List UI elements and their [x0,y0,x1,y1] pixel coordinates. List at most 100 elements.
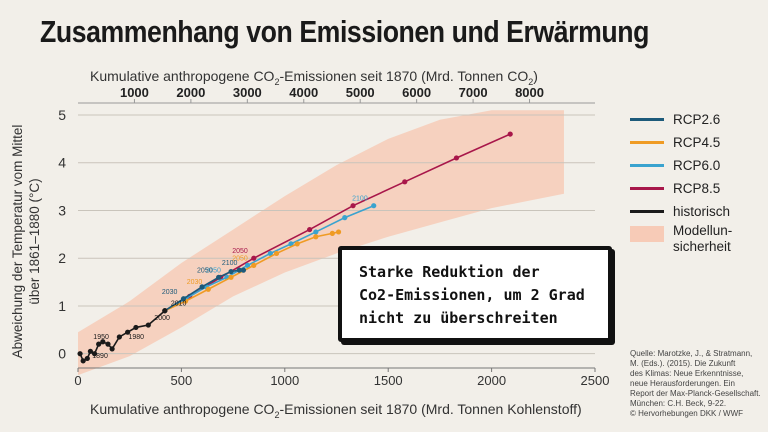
series-point-rcp45 [335,229,342,235]
y-axis-label-line: über 1861–1880 (°C) [27,178,42,304]
x-tick-label: 2000 [477,373,506,388]
series-point-historisch [100,339,106,345]
legend-label-rcp60: RCP6.0 [673,158,721,173]
legend-item-rcp45: RCP4.5 [630,131,763,154]
series-point-rcp45 [294,241,300,247]
callout-line-1: Starke Reduktion der [359,263,540,281]
page-title: Zusammenhang von Emissionen und Erwärmun… [40,14,649,49]
x2-tick-label: 6000 [402,85,431,100]
x2-tick-label: 8000 [515,85,544,100]
series-point-historisch [116,334,122,340]
y-tick-label: 5 [58,107,66,123]
uncertainty-band-layer [78,110,564,376]
x-tick-label: 0 [74,373,81,388]
series-point-rcp85 [402,179,408,185]
source-line-1: Quelle: Marotzke, J., & Stratmann, [630,349,753,358]
series-point-rcp85 [350,203,356,209]
year-label-rcp60: 2050 [205,267,221,274]
uncertainty-band [78,110,564,376]
source-line-7: © Hervorhebungen DKK / WWF [630,409,744,418]
source-line-4: neue Herausforderungen. Ein [630,379,735,388]
y-axis-label: Abweichung der Temperatur vom Mittel über… [10,125,42,359]
series-point-rcp85 [251,255,257,261]
legend-item-rcp85: RCP8.5 [630,177,763,200]
source-line-6: München: C.H. Beck, 9-22. [630,399,727,408]
y-tick-label: 1 [58,298,66,314]
year-label-historisch: 2010 [171,301,187,308]
legend-item-uncertainty: Modellun-sicherheit [630,223,763,263]
year-label-historisch: 1980 [128,334,144,341]
bottom-axis-label: Kumulative anthropogene CO2-Emissionen s… [90,401,582,420]
x2-tick-label: 2000 [176,85,205,100]
series-point-rcp85 [307,226,313,233]
x2-tick-label: 7000 [459,85,488,100]
series-point-rcp45 [251,262,257,268]
x2-tick-label: 3000 [233,85,262,100]
series-point-rcp26 [199,284,205,290]
legend-swatch-rcp85 [630,187,664,190]
x-tick-label: 1500 [374,373,403,388]
legend-item-rcp60: RCP6.0 [630,154,763,177]
series-point-rcp26 [180,296,187,302]
year-label-rcp26: 2050 [197,267,213,274]
bottom-axis-label-sub: 2 [274,409,280,420]
series-point-historisch [87,348,94,354]
year-label-rcp45: 2030 [187,279,203,286]
callout-text: Starke Reduktion der Co2-Emissionen, um … [359,261,594,330]
top-axis-label-suffix: ) [533,68,538,84]
source-line-2: M. (Eds.). (2015). Die Zukunft [630,359,736,368]
legend-label-uncertainty: Modellun-sicherheit [673,223,733,254]
series-point-rcp60 [267,250,273,257]
series-layer [77,131,513,364]
year-label-historisch: 1890 [92,353,108,360]
series-point-historisch [80,358,86,364]
series-point-rcp60 [244,262,251,268]
year-label-layer: 2050205021002030205020302050210019501890… [92,196,368,361]
y-axis-label-line: Abweichung der Temperatur vom Mittel [10,125,25,359]
bottom-axis-label-suffix: -Emissionen seit 1870 (Mrd. Tonnen Kohle… [279,401,582,417]
series-point-historisch [96,341,102,347]
series-point-rcp85 [453,155,460,161]
legend: RCP2.6 RCP4.5 RCP6.0 RCP8.5 historisch M… [630,108,763,263]
legend-swatch-historisch [630,210,664,213]
legend-swatch-uncertainty [630,226,664,242]
series-point-rcp60 [313,229,319,235]
series-point-rcp85 [507,131,513,137]
x2-tick-label: 4000 [289,85,318,100]
legend-label-rcp26: RCP2.6 [673,112,721,127]
year-label-rcp60: 2100 [352,196,368,203]
legend-label-rcp45: RCP4.5 [673,135,721,150]
series-line-rcp45 [164,231,339,312]
series-point-historisch [162,308,168,314]
x-tick-label: 500 [171,373,193,388]
year-label-historisch: 1950 [93,334,109,341]
series-point-rcp60 [371,203,377,209]
series-point-rcp26 [228,268,234,275]
callout-box: Starke Reduktion der Co2-Emissionen, um … [338,246,612,342]
y-tick-label: 2 [58,250,66,266]
legend-label-rcp85: RCP8.5 [673,181,721,196]
y-tick-label: 0 [58,346,66,362]
series-point-rcp26 [216,274,222,280]
top-axis-label-sub: 2 [274,76,280,87]
y-tick-label: 4 [58,155,66,171]
series-point-rcp26 [240,267,247,273]
series-point-rcp45 [228,274,234,280]
source-line-3: des Klimas: Neue Erkenntnisse, [630,369,744,378]
callout-line-2: Co2-Emissionen, um 2 Grad [359,286,585,304]
year-label-rcp26: 2100 [222,260,238,267]
top-axis-label: Kumulative anthropogene CO2-Emissionen s… [90,68,538,87]
year-label-rcp45: 2050 [232,255,248,262]
series-point-rcp45 [205,286,211,292]
legend-swatch-rcp60 [630,164,664,167]
top-axis-label-prefix: Kumulative anthropogene CO [90,68,275,84]
series-point-historisch [133,324,139,331]
series-point-historisch [84,355,90,362]
legend-item-rcp26: RCP2.6 [630,108,763,131]
series-point-historisch [125,329,131,335]
series-point-rcp45 [273,250,280,257]
axis-layer: 0 500 1000 1500 2000 2500 1000 2000 3000 4000 5000… [10,85,609,388]
series-point-rcp45 [329,230,335,236]
y-tick-label: 3 [58,202,66,218]
series-point-historisch [105,341,111,347]
